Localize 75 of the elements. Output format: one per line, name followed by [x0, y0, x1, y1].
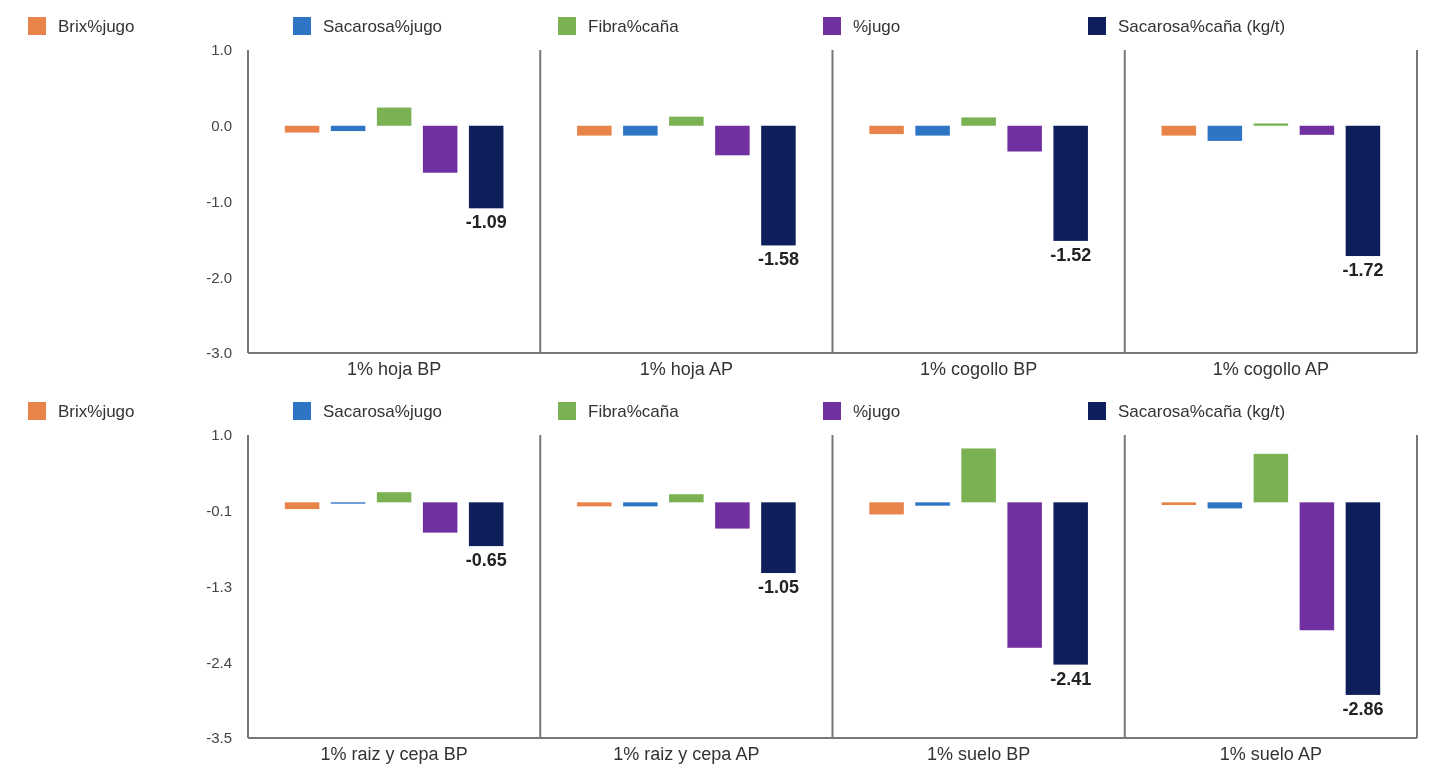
bar: [669, 116, 704, 126]
bar: [284, 125, 320, 133]
data-label: -1.05: [757, 577, 799, 598]
bar: [869, 502, 904, 515]
legend-label: Sacarosa%jugo: [323, 401, 443, 421]
y-tick-label: -3.5: [206, 729, 232, 747]
y-tick-label: 1.0: [211, 41, 232, 59]
legend-label: Brix%jugo: [58, 401, 135, 421]
bar: [1207, 502, 1243, 509]
bar: [715, 125, 750, 156]
bar: [330, 125, 366, 132]
y-tick-label: -1.3: [206, 577, 232, 595]
bar: [1053, 125, 1088, 241]
bar: [761, 125, 796, 246]
bar: [577, 502, 612, 507]
bar: [1161, 502, 1197, 506]
legend-label: Sacarosa%caña (kg/t): [1118, 16, 1286, 36]
bar: [1253, 123, 1289, 126]
bar: [1207, 125, 1243, 141]
bar: [915, 502, 950, 506]
data-label: -1.52: [1050, 244, 1092, 265]
data-label: -1.58: [757, 249, 799, 270]
data-label: -2.86: [1342, 698, 1384, 719]
x-tick-label: 1% suelo BP: [927, 744, 1031, 764]
bar: [715, 502, 750, 529]
bar: [1007, 125, 1042, 152]
x-tick-label: 1% raiz y cepa BP: [320, 744, 468, 764]
data-label: -0.65: [465, 550, 507, 571]
legend-label: Sacarosa%caña (kg/t): [1118, 401, 1286, 421]
bar: [1007, 502, 1042, 648]
x-tick-label: 1% hoja BP: [347, 359, 442, 379]
bar: [1161, 125, 1197, 136]
data-label: -1.09: [465, 212, 507, 233]
bar: [422, 125, 458, 173]
x-tick-label: 1% raiz y cepa AP: [613, 744, 760, 764]
bar: [915, 125, 950, 136]
bar: [468, 502, 504, 547]
bar: [1345, 502, 1381, 695]
y-tick-label: -1.0: [206, 192, 232, 210]
data-label: -2.41: [1050, 668, 1092, 689]
y-tick-label: -3.0: [206, 344, 232, 362]
y-tick-label: 1.0: [211, 426, 232, 444]
bar: [669, 494, 704, 503]
legend-label: %jugo: [853, 16, 901, 36]
bar: [422, 502, 458, 533]
bar: [869, 125, 904, 135]
bar: [284, 502, 320, 510]
bar: [623, 502, 658, 507]
legend-label: Sacarosa%jugo: [323, 16, 443, 36]
y-tick-label: -2.0: [206, 268, 232, 286]
bar: [761, 502, 796, 574]
legend-label: Brix%jugo: [58, 16, 135, 36]
bar: [376, 107, 412, 126]
bar: [1299, 502, 1335, 631]
x-tick-label: 1% cogollo BP: [920, 359, 1038, 379]
y-tick-label: -0.1: [206, 502, 232, 519]
bar: [1299, 125, 1335, 135]
x-tick-label: 1% suelo AP: [1219, 744, 1322, 764]
bar: [961, 448, 996, 503]
y-tick-label: -2.4: [206, 653, 232, 671]
bar: [468, 125, 504, 209]
bar: [577, 125, 612, 136]
x-tick-label: 1% hoja AP: [639, 359, 733, 379]
bar: [376, 492, 412, 503]
legend-label: Fibra%caña: [588, 401, 680, 421]
bar: [1345, 125, 1381, 257]
bar: [623, 125, 658, 136]
x-tick-label: 1% cogollo AP: [1212, 359, 1329, 379]
legend-label: Fibra%caña: [588, 16, 680, 36]
bar: [1253, 453, 1289, 503]
y-tick-label: 0.0: [211, 117, 232, 134]
legend-label: %jugo: [853, 401, 901, 421]
bar: [961, 117, 996, 126]
bar: [1053, 502, 1088, 665]
data-label: -1.72: [1342, 260, 1384, 281]
